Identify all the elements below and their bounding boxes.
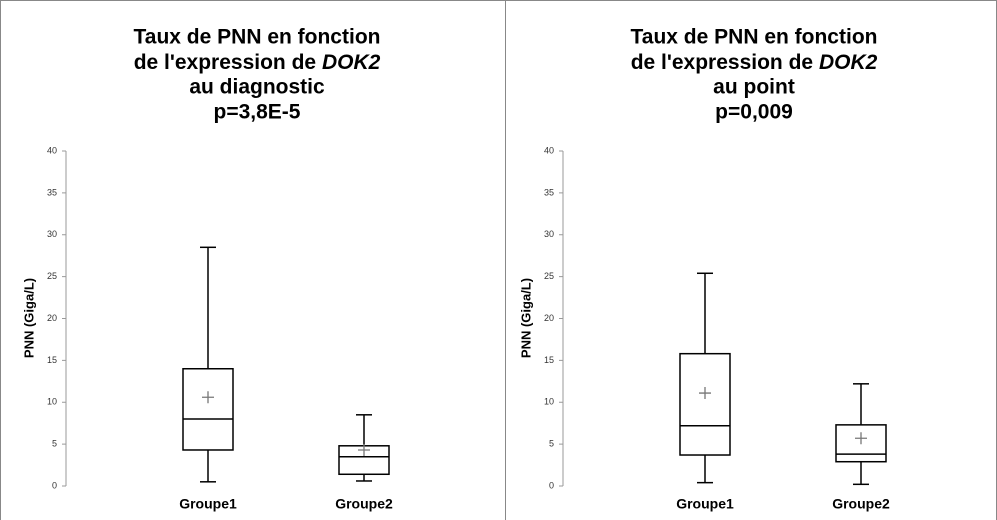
mean-marker — [699, 387, 711, 400]
chart-title-line: au point — [713, 76, 795, 99]
chart-title-gene: DOK2 — [322, 51, 381, 74]
y-axis-label: PNN (Giga/L) — [518, 278, 533, 358]
y-tick-label: 10 — [47, 397, 57, 407]
x-tick-label: Groupe1 — [676, 496, 734, 512]
chart-subtitle: p=3,8E-5 — [214, 101, 301, 124]
mean-marker — [358, 443, 370, 456]
y-tick-label: 25 — [47, 271, 57, 281]
y-tick-label: 35 — [47, 187, 57, 197]
y-tick-label: 0 — [549, 480, 554, 490]
y-tick-label: 40 — [544, 145, 554, 155]
y-tick-label: 0 — [52, 480, 57, 490]
chart-title-line: de l'expression de DOK2 — [631, 51, 878, 74]
y-tick-label: 25 — [544, 271, 554, 281]
chart-title-line: Taux de PNN en fonction — [631, 26, 878, 49]
x-tick-label: Groupe2 — [335, 496, 393, 512]
y-tick-label: 15 — [47, 355, 57, 365]
chart-subtitle: p=0,009 — [715, 101, 793, 124]
chart-title-line: au diagnostic — [189, 76, 325, 99]
y-tick-label: 10 — [544, 397, 554, 407]
y-tick-label: 20 — [47, 313, 57, 323]
chart-title-gene: DOK2 — [819, 51, 878, 74]
chart-title-part: de l'expression de — [631, 51, 813, 74]
y-axis-label: PNN (Giga/L) — [21, 278, 36, 358]
box — [182, 368, 234, 451]
y-tick-label: 40 — [47, 145, 57, 155]
mean-marker — [202, 391, 214, 404]
box — [679, 352, 731, 456]
y-tick-label: 15 — [544, 355, 554, 365]
x-tick-label: Groupe1 — [179, 496, 237, 512]
chart-title-part: de l'expression de — [134, 51, 316, 74]
y-tick-label: 5 — [52, 439, 57, 449]
x-tick-label: Groupe2 — [832, 496, 890, 512]
y-tick-label: 30 — [544, 229, 554, 239]
box — [835, 424, 887, 463]
chart-title-line: de l'expression de DOK2 — [134, 51, 381, 74]
y-tick-label: 20 — [544, 313, 554, 323]
y-tick-label: 5 — [549, 439, 554, 449]
chart-title-line: Taux de PNN en fonction — [134, 26, 381, 49]
y-tick-label: 35 — [544, 187, 554, 197]
y-tick-label: 30 — [47, 229, 57, 239]
mean-marker — [855, 432, 867, 445]
